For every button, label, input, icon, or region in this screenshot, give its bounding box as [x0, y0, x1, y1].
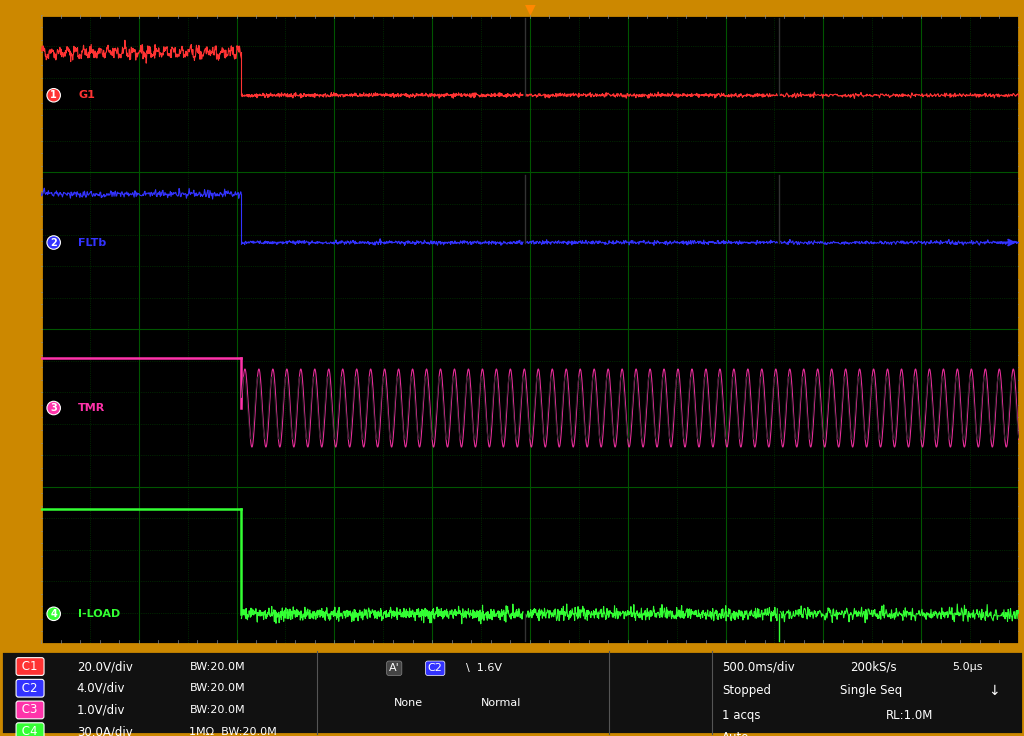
Text: 30.0A/div: 30.0A/div [77, 725, 132, 736]
Text: Normal: Normal [481, 698, 521, 708]
Text: None: None [394, 698, 423, 708]
Text: Single Seq: Single Seq [840, 684, 902, 697]
Text: C4: C4 [18, 725, 42, 736]
FancyBboxPatch shape [1, 651, 1023, 735]
Text: 200kS/s: 200kS/s [850, 660, 897, 673]
Text: 20.0V/div: 20.0V/div [77, 660, 133, 673]
Text: I-LOAD: I-LOAD [78, 609, 121, 619]
Text: 500.0ms/div: 500.0ms/div [722, 660, 795, 673]
Text: G1: G1 [78, 91, 95, 100]
Text: 2: 2 [50, 238, 57, 247]
Text: RL:1.0M: RL:1.0M [886, 709, 933, 722]
Text: 1MΩ  BW:20.0M: 1MΩ BW:20.0M [189, 726, 278, 736]
Text: BW:20.0M: BW:20.0M [189, 683, 245, 693]
Text: C3: C3 [18, 704, 42, 716]
Text: \  1.6V: \ 1.6V [466, 663, 502, 673]
Text: C2: C2 [18, 682, 42, 695]
Text: BW:20.0M: BW:20.0M [189, 705, 245, 715]
Text: 1 acqs: 1 acqs [722, 709, 761, 722]
Text: C1: C1 [18, 660, 42, 673]
Text: A': A' [389, 663, 399, 673]
Text: ↓: ↓ [988, 684, 999, 698]
Text: Auto: Auto [722, 732, 750, 736]
Text: 4.0V/div: 4.0V/div [77, 682, 125, 695]
Text: FLTb: FLTb [78, 238, 106, 247]
Text: C2: C2 [428, 663, 442, 673]
Text: TMR: TMR [78, 403, 105, 413]
Text: 5.0μs: 5.0μs [952, 662, 983, 671]
Text: 4: 4 [50, 609, 57, 619]
Text: 3: 3 [50, 403, 57, 413]
Text: 1: 1 [50, 91, 57, 100]
Text: Stopped: Stopped [722, 684, 771, 697]
Text: ▼: ▼ [524, 2, 536, 16]
Text: BW:20.0M: BW:20.0M [189, 662, 245, 671]
Text: 1.0V/div: 1.0V/div [77, 704, 125, 716]
